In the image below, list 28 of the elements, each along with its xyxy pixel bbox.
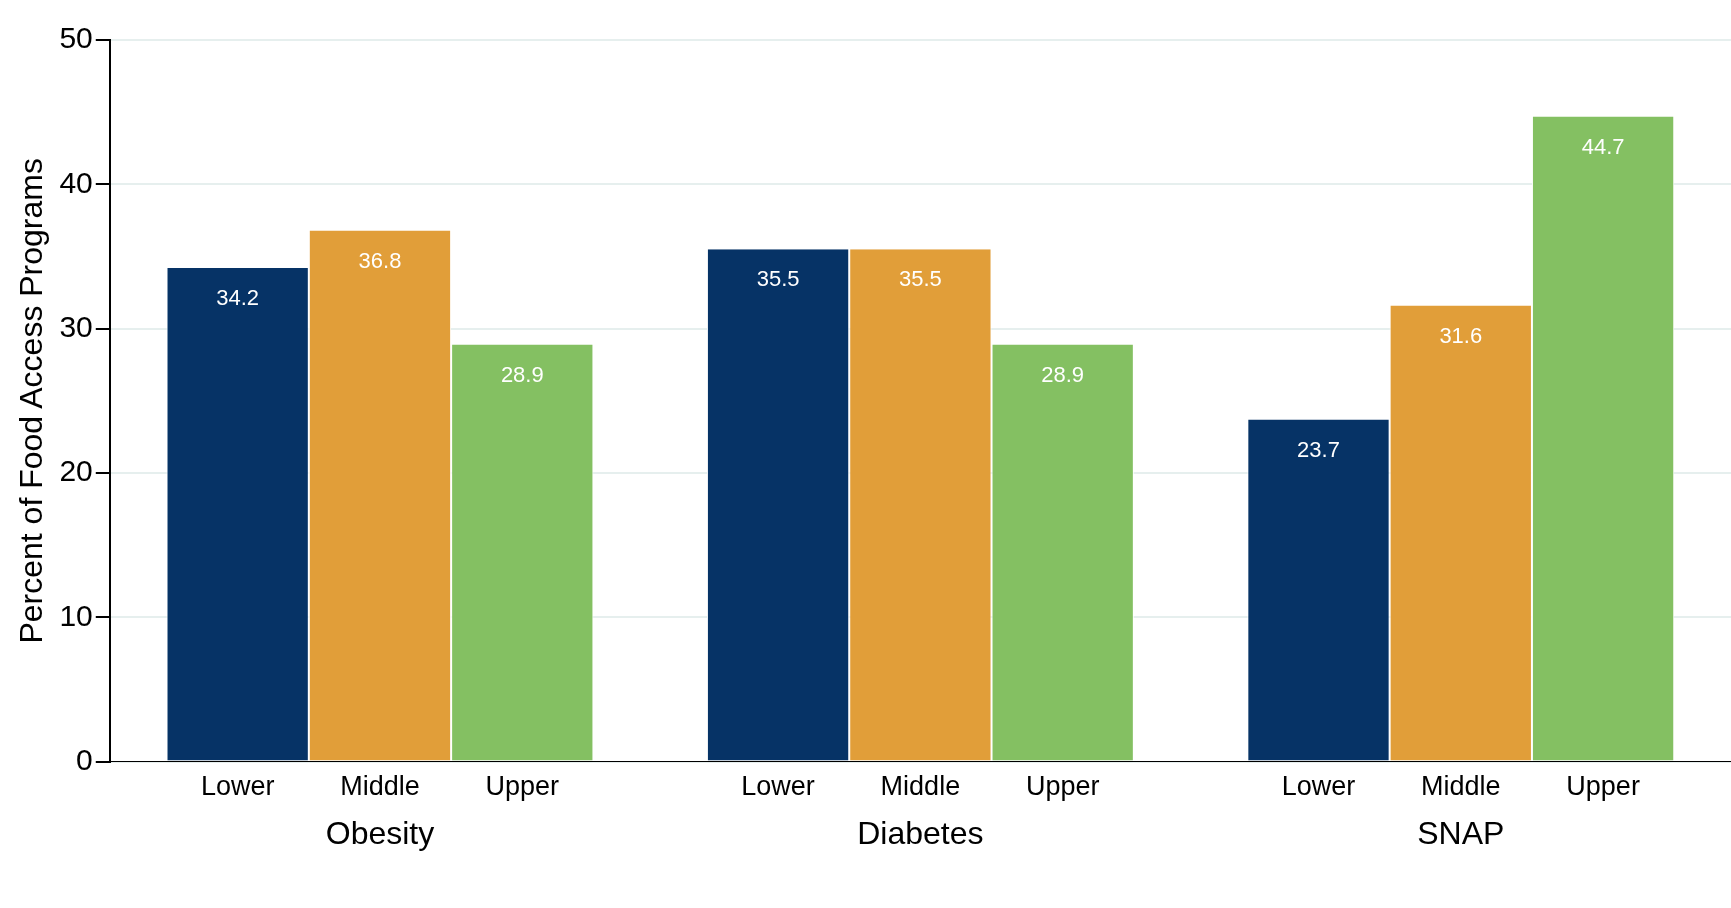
y-tick-label: 0 [76,742,93,776]
y-tick-label: 40 [59,165,93,199]
y-axis-title: Percent of Food Access Programs [13,158,50,644]
text: Middle [880,770,961,801]
data-label: 28.9 [500,361,544,387]
x-tick-label: Obesity [325,814,435,851]
x-tick-label: Diabetes [857,814,984,851]
text: Lower [741,770,815,801]
x-tick-label: SNAP [1417,814,1505,851]
series-label: Upper [485,770,560,801]
text: Middle [1421,770,1501,801]
text: Upper [1025,770,1100,801]
data-label: 36.8 [358,247,402,273]
data-label: 35.5 [756,266,800,292]
y-tick-label: 10 [59,598,93,632]
data-label: 35.5 [898,266,942,292]
text: Lower [1281,770,1356,801]
series-label: Middle [340,770,420,801]
text: Upper [1566,770,1640,801]
data-label: 23.7 [1297,436,1340,462]
series-label: Lower [200,770,275,801]
y-tick-label: 50 [59,21,93,55]
data-label: 28.9 [1041,361,1085,387]
data-label: 31.6 [1439,322,1483,348]
y-tick-label: 20 [59,454,93,488]
y-tick-label: 30 [59,309,93,343]
data-label: 44.7 [1581,133,1625,159]
data-label: 34.2 [216,285,260,311]
